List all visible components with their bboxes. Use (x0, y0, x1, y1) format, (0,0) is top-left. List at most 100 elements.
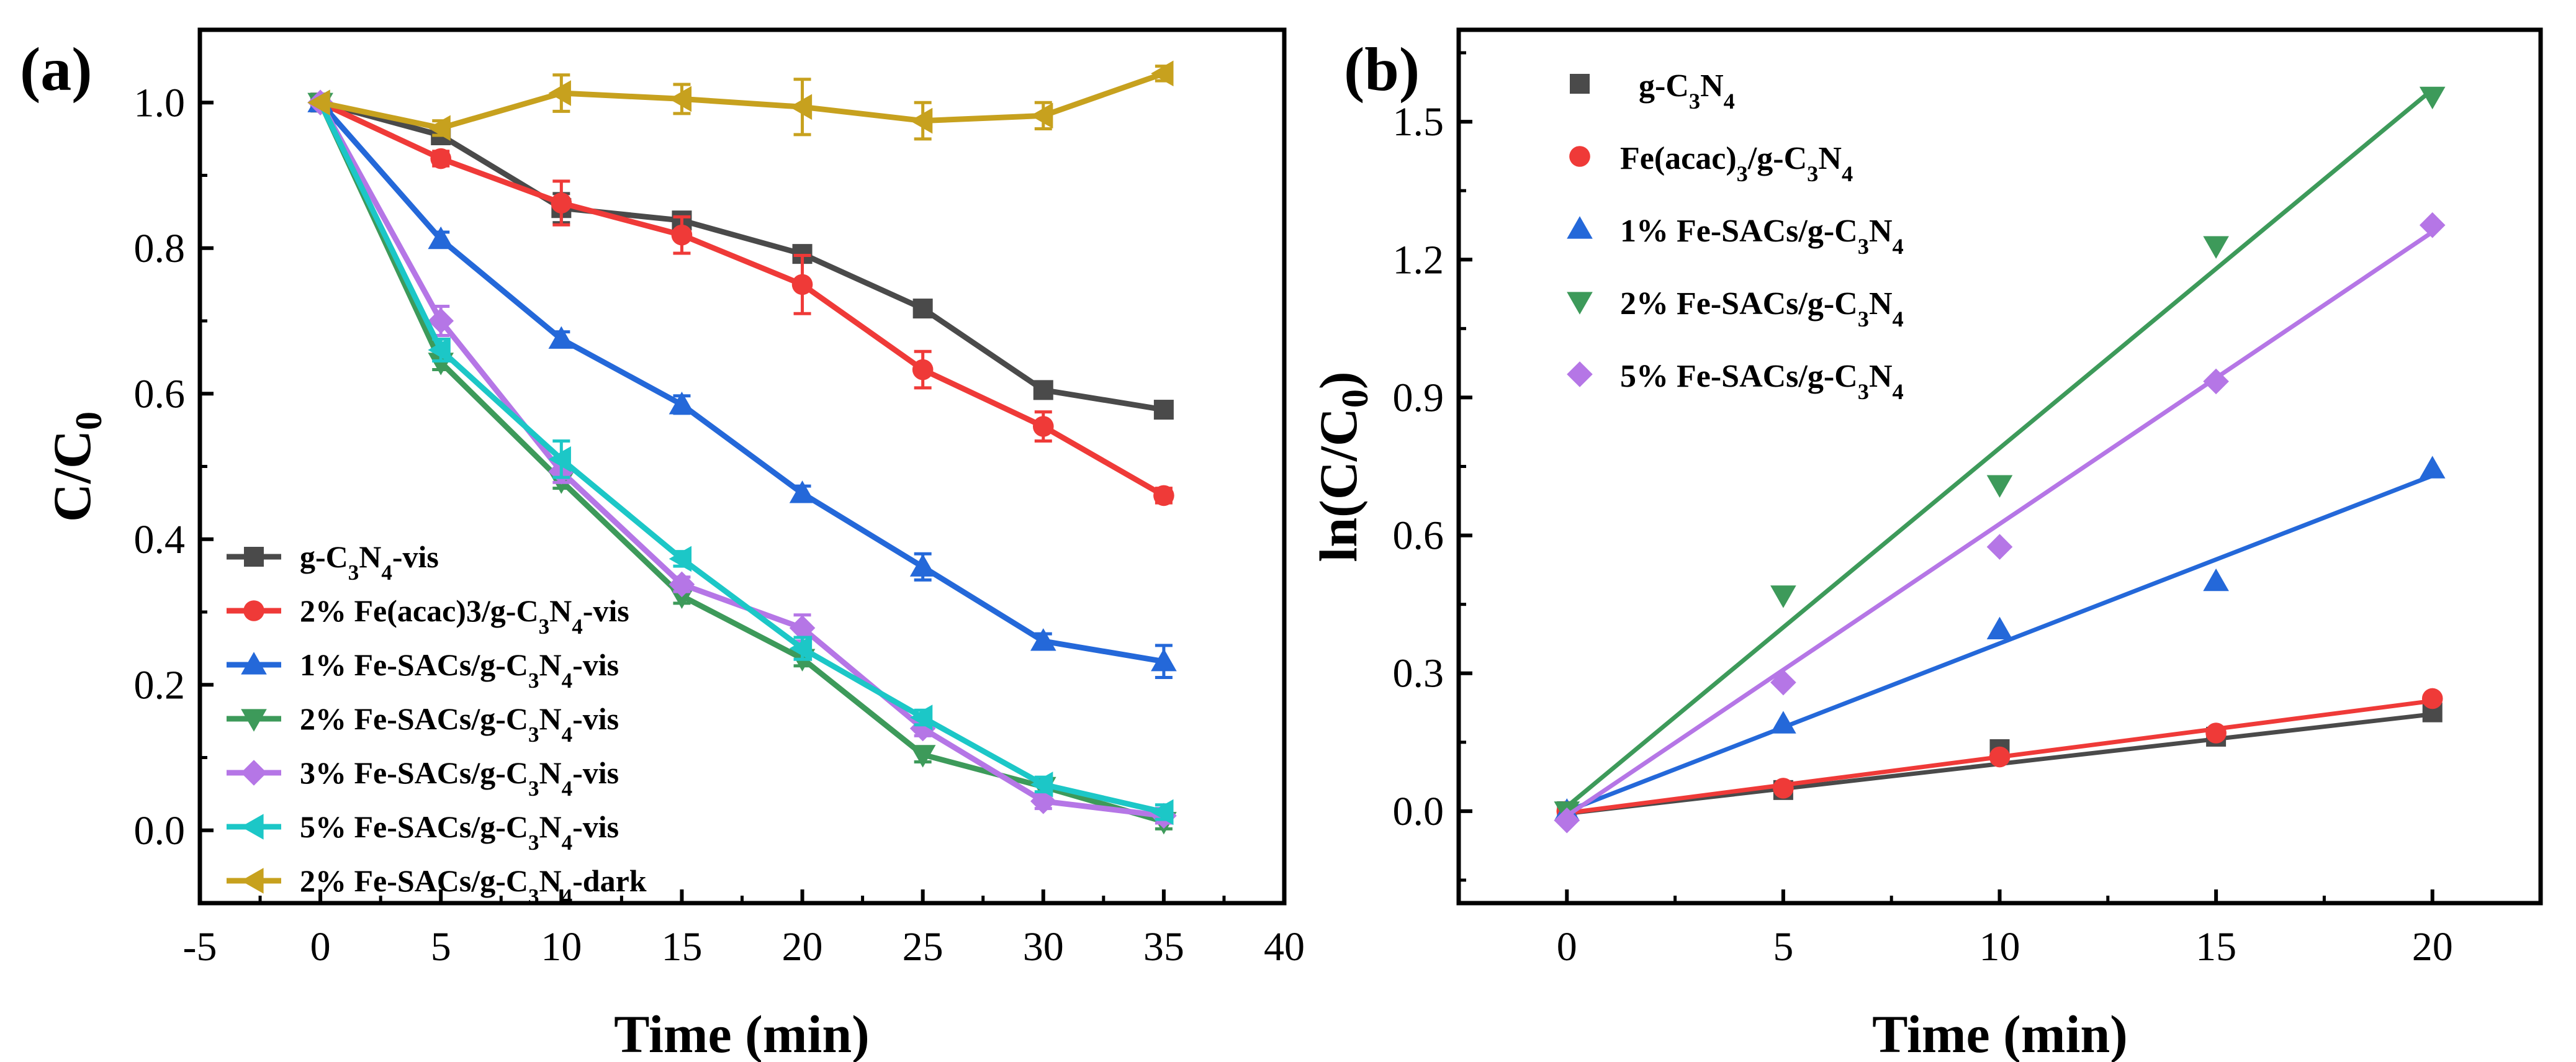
data-point-b (1989, 746, 2011, 768)
data-point-a (909, 745, 936, 768)
data-point-b (1554, 807, 1580, 834)
legend-marker-a (241, 652, 267, 675)
x-tick-label-a: 35 (1143, 924, 1184, 970)
legend-entry-b-4: 5% Fe-SACs/g-C3N4 (1567, 359, 1904, 404)
series-group-a (307, 60, 1177, 835)
data-point-a (1153, 485, 1174, 506)
x-tick-label-b: 15 (2195, 924, 2236, 970)
x-tick-label-a: 25 (903, 924, 943, 970)
x-tick-label-a: 10 (541, 924, 582, 970)
series-group-b (1554, 86, 2446, 834)
legend-label-a: 5% Fe-SACs/g-C3N4-vis (300, 809, 619, 855)
legend-label-b: g-C3N4 (1639, 68, 1735, 114)
data-point-a (789, 94, 813, 120)
data-point-a (548, 446, 571, 472)
legend-label-a: 2% Fe-SACs/g-C3N4-vis (300, 701, 619, 747)
data-point-a (912, 299, 933, 319)
series-line-a (318, 101, 1165, 825)
series-b-3 (1554, 86, 2446, 824)
x-tick-label-a: 40 (1264, 924, 1305, 970)
chart-a: -5 0 5 10 15 20 25 30 35 40 0.0 0.2 0.4 0.6 0.8 1.0 g-C… (20, 27, 1305, 1062)
x-tick-label-a: 0 (310, 924, 331, 970)
legend-marker-b (1569, 146, 1590, 167)
y-tick-label-a: 1.0 (134, 80, 186, 125)
legend-label-b: 1% Fe-SACs/g-C3N4 (1620, 214, 1904, 259)
y-tick-label-b: 0.3 (1393, 651, 1444, 696)
legend-marker-b (1570, 74, 1590, 94)
data-point-a (428, 337, 451, 363)
y-axis-label-b: ln(C/C0) (1308, 371, 1376, 562)
data-point-b (1770, 669, 1796, 696)
data-point-a (1153, 400, 1174, 420)
series-line-a (318, 101, 1164, 665)
fit-line-b (1565, 230, 2434, 818)
legend-entry-a-6: 2% Fe-SACs/g-C3N4-dark (227, 863, 647, 909)
data-point-a (1033, 380, 1053, 400)
data-point-a (669, 392, 695, 415)
data-point-a (789, 480, 816, 503)
data-point-a (789, 635, 813, 662)
y-tick-label-a: 0.4 (134, 517, 186, 562)
data-point-a (430, 148, 452, 169)
data-point-a (1151, 648, 1177, 672)
legend-label-a: 2% Fe(acac)3/g-C3N4-vis (300, 593, 629, 639)
series-line-a (319, 100, 1166, 498)
data-point-a (307, 89, 330, 116)
data-point-a (428, 308, 454, 334)
legend-entry-b-1: Fe(acac)3/g-C3N4 (1569, 141, 1853, 186)
data-point-b (2419, 86, 2446, 110)
y-tick-label-b: 0.6 (1393, 513, 1444, 559)
series-b-4 (1554, 212, 2446, 834)
legend-marker-b (1567, 216, 1593, 239)
data-point-a (548, 80, 571, 106)
x-tick-label-b: 0 (1557, 924, 1577, 970)
x-axis-label-b: Time (min) (1872, 1004, 2128, 1062)
data-point-a (428, 115, 451, 142)
x-axis-label-a: Time (min) (614, 1004, 870, 1062)
data-point-b (2419, 456, 2446, 479)
fit-line-b (1566, 474, 2433, 814)
legend-a: g-C3N4-vis 2% Fe(acac)3/g-C3N4-vis 1% Fe-S… (227, 539, 647, 909)
x-tick-label-a: 30 (1023, 924, 1064, 970)
data-point-a (671, 224, 693, 246)
series-a-6 (307, 60, 1174, 142)
data-point-a (1151, 799, 1174, 826)
y-tick-label-b: 1.5 (1393, 99, 1444, 145)
legend-entry-a-1: 2% Fe(acac)3/g-C3N4-vis (227, 593, 629, 639)
y-tick-label-a: 0.2 (134, 662, 186, 708)
data-point-a (912, 359, 934, 380)
data-point-a (1032, 416, 1054, 437)
legend-label-b: Fe(acac)3/g-C3N4 (1620, 141, 1853, 186)
data-point-a (669, 86, 692, 112)
x-tick-label-b: 20 (2412, 924, 2453, 970)
y-tick-label-b: 1.2 (1393, 237, 1444, 282)
legend-marker-a (241, 868, 264, 894)
data-point-b (1773, 778, 1794, 799)
legend-entry-b-3: 2% Fe-SACs/g-C3N4 (1567, 286, 1904, 331)
series-a-2 (307, 89, 1177, 680)
x-tick-label-a: 5 (431, 924, 451, 970)
data-point-a (789, 614, 816, 641)
legend-entry-a-4: 3% Fe-SACs/g-C3N4-vis (227, 755, 619, 801)
y-tick-label-a: 0.6 (134, 371, 186, 416)
legend-marker-a (241, 760, 267, 786)
data-point-a (1151, 60, 1174, 87)
x-tick-label-b: 10 (1979, 924, 2020, 970)
legend-marker-a (241, 814, 264, 840)
data-point-b (2203, 236, 2229, 259)
panel-label-a: (a) (20, 35, 92, 104)
data-point-b (1986, 475, 2013, 498)
y-tick-label-b: 0.9 (1393, 375, 1444, 420)
legend-label-a: 3% Fe-SACs/g-C3N4-vis (300, 755, 619, 801)
legend-marker-a (241, 709, 267, 732)
data-point-a (551, 192, 572, 214)
data-point-a (909, 107, 933, 134)
data-point-a (791, 274, 813, 295)
legend-b: g-C3N4 Fe(acac)3/g-C3N4 1% Fe-SACs/g-C3N4 2… (1567, 68, 1904, 404)
series-line-a (320, 71, 1165, 131)
x-tick-label-a: -5 (183, 924, 217, 970)
legend-entry-b-2: 1% Fe-SACs/g-C3N4 (1567, 214, 1904, 259)
legend-marker-a (243, 600, 264, 621)
legend-entry-a-5: 5% Fe-SACs/g-C3N4-vis (227, 809, 619, 855)
